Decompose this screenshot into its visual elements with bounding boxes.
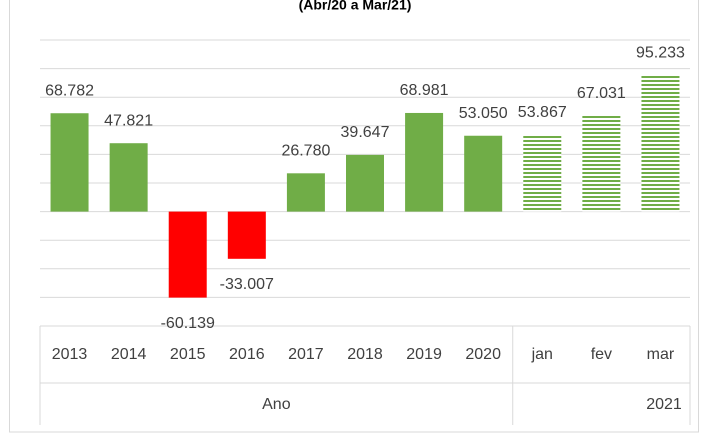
data-label: 39.647 xyxy=(341,124,390,141)
bar xyxy=(346,154,384,212)
x-tick-label: 2014 xyxy=(111,346,147,363)
data-label: 68.782 xyxy=(45,82,94,99)
data-label: 47.821 xyxy=(104,112,153,129)
bar xyxy=(286,173,325,212)
x-tick-label: 2018 xyxy=(347,346,383,363)
x-tick-label: mar xyxy=(647,346,675,363)
bar xyxy=(641,75,680,212)
bar xyxy=(464,135,503,212)
group-label: 2021 xyxy=(646,396,682,413)
x-tick-label: 2020 xyxy=(465,346,501,363)
chart-border xyxy=(9,0,699,433)
bar xyxy=(109,143,148,212)
group-label: Ano xyxy=(262,396,291,413)
data-label: 53.050 xyxy=(459,105,508,122)
data-label: 95.233 xyxy=(636,45,685,62)
data-label: 67.031 xyxy=(577,85,626,102)
bar xyxy=(227,211,266,259)
x-tick-label: fev xyxy=(591,346,612,363)
data-label: 26.780 xyxy=(281,143,330,160)
x-tick-label: 2013 xyxy=(52,346,88,363)
x-tick-label: 2015 xyxy=(170,346,206,363)
data-label: -33.007 xyxy=(220,276,274,293)
x-tick-label: 2019 xyxy=(406,346,442,363)
bar xyxy=(582,115,621,212)
data-label: 68.981 xyxy=(400,82,449,99)
bar xyxy=(50,113,89,212)
data-label: -60.139 xyxy=(161,315,215,332)
bar xyxy=(168,211,207,298)
bar xyxy=(523,134,562,212)
x-tick-label: 2016 xyxy=(229,346,265,363)
x-tick-label: jan xyxy=(531,346,553,363)
x-tick-label: 2017 xyxy=(288,346,324,363)
data-label: 53.867 xyxy=(518,104,567,121)
chart-subtitle: (Abr/20 a Mar/21) xyxy=(299,0,412,13)
bar xyxy=(405,112,444,212)
